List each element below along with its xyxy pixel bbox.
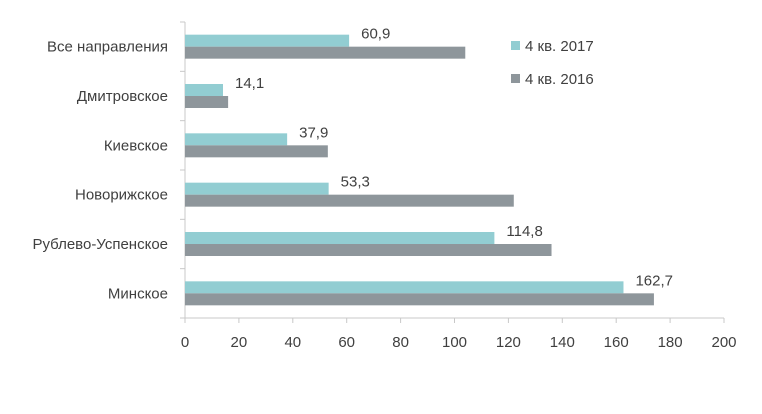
x-tick-label: 120 bbox=[496, 334, 521, 351]
x-tick-label: 180 bbox=[658, 334, 683, 351]
bar-series-1 bbox=[185, 34, 350, 47]
category-label: Киевское bbox=[104, 137, 168, 154]
legend-swatch bbox=[511, 41, 520, 50]
category-label: Минское bbox=[108, 285, 168, 302]
data-label: 162,7 bbox=[635, 272, 673, 289]
bar-series-2 bbox=[185, 145, 328, 158]
data-label: 53,3 bbox=[341, 174, 370, 191]
x-tick-label: 20 bbox=[231, 334, 248, 351]
bars bbox=[185, 34, 654, 306]
data-label: 60,9 bbox=[361, 26, 390, 43]
x-tick-label: 200 bbox=[711, 334, 736, 351]
legend-label: 4 кв. 2016 bbox=[525, 71, 594, 88]
labels: Все направления 60,9 Дмитровское 14,1 Киевск… bbox=[32, 26, 673, 303]
x-tick-label: 140 bbox=[550, 334, 575, 351]
category-label: Все направления bbox=[47, 39, 168, 56]
category-label: Дмитровское bbox=[77, 88, 168, 105]
legend-label: 4 кв. 2017 bbox=[525, 38, 594, 55]
bar-series-2 bbox=[185, 96, 229, 108]
legend-swatch bbox=[511, 74, 520, 83]
bar-series-1 bbox=[185, 281, 624, 294]
x-tick-label: 60 bbox=[338, 334, 355, 351]
data-label: 114,8 bbox=[506, 223, 542, 240]
category-label: Новорижское bbox=[75, 187, 168, 204]
bar-series-2 bbox=[185, 293, 654, 306]
x-tick-label: 80 bbox=[392, 334, 409, 351]
bar-series-1 bbox=[185, 133, 288, 146]
data-label: 14,1 bbox=[235, 75, 264, 92]
x-tick-label: 40 bbox=[284, 334, 301, 351]
bar-series-2 bbox=[185, 244, 552, 256]
axes: 0 20 40 60 80 100 120 140 160 180 200 bbox=[180, 21, 737, 351]
x-tick-label: 0 bbox=[181, 334, 189, 351]
x-tick-label: 100 bbox=[442, 334, 467, 351]
bar-series-1 bbox=[185, 182, 329, 195]
x-tick-label: 160 bbox=[604, 334, 629, 351]
bar-series-1 bbox=[185, 84, 223, 96]
legend: 4 кв. 2017 4 кв. 2016 bbox=[511, 38, 594, 88]
category-label: Рублево-Успенское bbox=[32, 236, 168, 253]
bar-series-1 bbox=[185, 232, 495, 244]
bar-series-2 bbox=[185, 46, 466, 59]
data-label: 37,9 bbox=[299, 124, 328, 141]
bar-series-2 bbox=[185, 194, 514, 207]
